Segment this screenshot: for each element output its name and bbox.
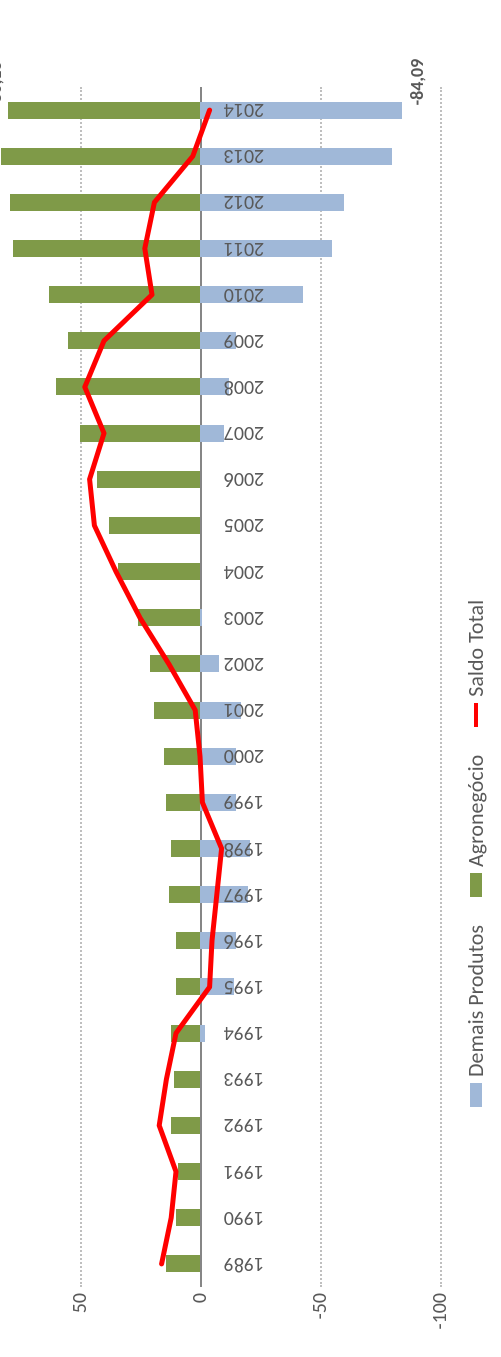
saldo-line xyxy=(20,87,440,1287)
balance-chart: -100-50050198919901991199219931994199519… xyxy=(0,0,501,1357)
legend-agro-label: Agronegócio xyxy=(462,755,489,867)
legend-demais-label: Demais Produtos xyxy=(462,925,489,1077)
legend: Demais Produtos Agronegócio Saldo Total xyxy=(462,600,489,1107)
end-label-agro: 80,13 xyxy=(0,62,6,103)
y-tick-label: 0 xyxy=(188,1287,212,1303)
plot-area: -100-50050198919901991199219931994199519… xyxy=(20,87,440,1287)
legend-agro: Agronegócio xyxy=(462,755,489,897)
y-tick-label: 50 xyxy=(68,1287,92,1313)
y-tick-label: -50 xyxy=(308,1287,332,1319)
legend-saldo-swatch xyxy=(474,703,478,727)
gridline xyxy=(440,87,442,1287)
legend-saldo-label: Saldo Total xyxy=(462,600,489,697)
legend-demais-swatch xyxy=(470,1083,482,1107)
end-label-demais: -84,09 xyxy=(406,59,428,106)
legend-agro-swatch xyxy=(470,873,482,897)
y-tick-label: -100 xyxy=(428,1287,452,1330)
legend-saldo: Saldo Total xyxy=(462,600,489,727)
legend-demais: Demais Produtos xyxy=(462,925,489,1107)
